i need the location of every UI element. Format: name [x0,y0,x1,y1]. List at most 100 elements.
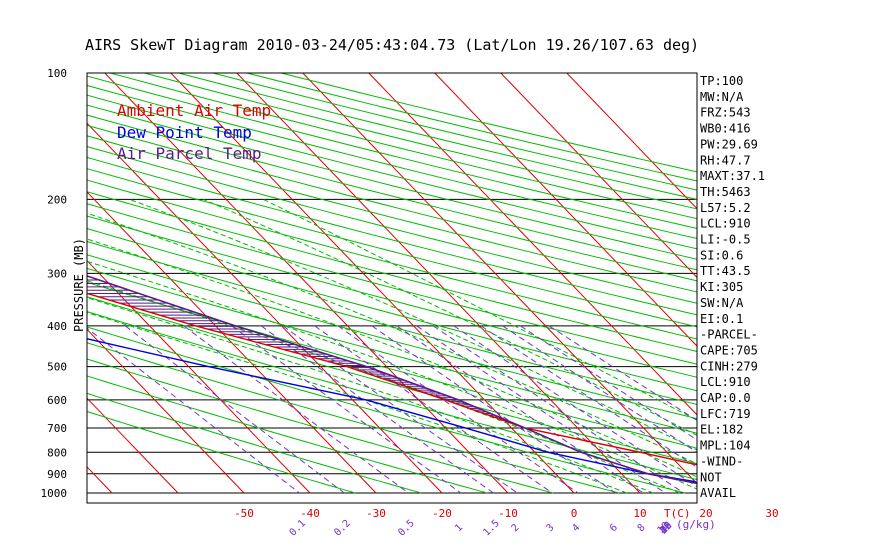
mixing-ratio-line [261,325,494,494]
index-label: -PARCEL- [700,328,758,342]
pressure-tick-label: 900 [47,468,67,481]
isotherm-line [368,73,697,416]
mixing-ratio-line [314,325,553,494]
index-label: WB0:416 [700,122,751,136]
index-label: LCL:910 [700,375,751,389]
bottom-temperature-tick-label: -30 [366,507,386,520]
index-label: CINH:279 [700,359,758,373]
mixing-ratio-tick-label: 1 [453,522,465,534]
bottom-temperature-tick-label: 0 [571,507,578,520]
isotherm-line [236,73,641,494]
isotherm-line [87,191,377,494]
bottom-temperature-tick-label: -10 [498,507,518,520]
mixing-ratio-line [548,325,697,421]
isotherm-line [104,73,509,494]
index-label: CAP:0.0 [700,391,751,405]
x-axis-label: T(C) [664,507,691,520]
dry-adiabat-line [87,191,697,353]
legend-air-parcel-temp: Air Parcel Temp [117,144,262,163]
pressure-tick-label: 800 [47,446,67,459]
isotherm-line [87,328,245,494]
isotherm-line [87,397,179,494]
dry-adiabat-line [87,215,697,378]
bottom-temperature-tick-label: -50 [234,507,254,520]
index-label: TP:100 [700,74,743,88]
dry-adiabat-line [87,156,697,316]
index-label: -WIND- [700,454,743,468]
mixing-ratio-tick-label: 3 [545,522,557,534]
mixing-ratio-tick-label: 0.2 [332,518,353,539]
mixing-ratio-tick-label: 0.5 [396,518,417,539]
dry-adiabat-line [87,254,697,420]
mixing-ratio-line [371,325,616,494]
dry-adiabat-line [87,94,697,250]
index-label: EI:0.1 [700,312,743,326]
bottom-temperature-tick-label: 10 [633,507,646,520]
index-label: TT:43.5 [700,264,751,278]
index-label: TH:5463 [700,185,751,199]
index-label: LFC:719 [700,407,751,421]
index-label: RH:47.7 [700,153,751,167]
moist-adiabat-line [203,198,697,436]
mixing-ratio-tick-label: 6 [608,522,620,534]
isotherm-line [434,73,697,347]
mixing-ratio-line [480,325,697,468]
index-label: MAXT:37.1 [700,169,765,183]
index-label: EL:182 [700,423,743,437]
dry-adiabat-line [87,296,697,465]
mixing-ratio-line [282,325,518,494]
dry-adiabat-line [87,104,697,260]
bottom-temperature-tick-label: 30 [765,507,778,520]
mixing-ratio-line [231,325,462,494]
index-label: FRZ:543 [700,106,751,120]
mixing-ratio-line [396,325,644,494]
mixing-ratio-tick-label: 4 [570,522,582,534]
dry-adiabat-line [144,73,697,210]
dry-adiabat-line [87,228,697,392]
ambient-air-temp-line [87,292,697,466]
dry-adiabat-line [87,179,697,340]
pressure-tick-label: 300 [47,267,67,280]
dry-adiabat-line [87,358,554,494]
index-label: KI:305 [700,280,743,294]
index-label: CAPE:705 [700,343,758,357]
index-label: SI:0.6 [700,248,743,262]
pressure-tick-label: 600 [47,394,67,407]
dry-adiabat-line [87,124,697,282]
isotherm-line [0,73,46,493]
dry-adiabat-line [87,135,697,293]
mixing-ratio-line [124,325,345,494]
index-label: NOT [700,470,722,484]
dry-adiabat-line [87,375,488,494]
dry-adiabat-line [87,240,697,406]
bottom-temperature-tick-label: -20 [432,507,452,520]
mixing-ratio-line [502,325,697,453]
air-parcel-temp-line [87,275,697,485]
dry-adiabat-line [87,146,697,304]
dry-adiabat-line [280,73,697,173]
index-label: PW:29.69 [700,137,758,151]
isotherm-line [566,73,697,210]
pressure-tick-label: 500 [47,361,67,374]
mixing-ratio-line [337,325,579,494]
plot-frame [86,72,698,504]
index-label: AVAIL [700,486,736,500]
legend-ambient-air-temp: Ambient Air Temp [117,101,271,120]
mixing-ratio-tick-label: 8 [636,522,648,534]
moist-adiabat-line [87,260,697,490]
dry-adiabat-line [87,311,697,481]
mixing-ratio-unit: (g/kg) [676,518,716,531]
dry-adiabat-line [87,203,697,365]
chart-title: AIRS SkewT Diagram 2010-03-24/05:43:04.7… [85,36,699,54]
mixing-ratio-tick-label: 1.5 [481,518,502,539]
moist-adiabat-line [87,297,654,494]
mixing-ratio-line [183,325,409,494]
legend-dew-point-temp: Dew Point Temp [117,123,252,142]
index-label: SW:N/A [700,296,744,310]
bottom-temperature-tick-label: -40 [300,507,320,520]
pressure-tick-label: 1000 [41,487,68,500]
pressure-tick-label: 200 [47,193,67,206]
dry-adiabat-line [87,114,697,271]
moist-adiabat-line [87,311,627,494]
mixing-ratio-line [416,325,666,494]
